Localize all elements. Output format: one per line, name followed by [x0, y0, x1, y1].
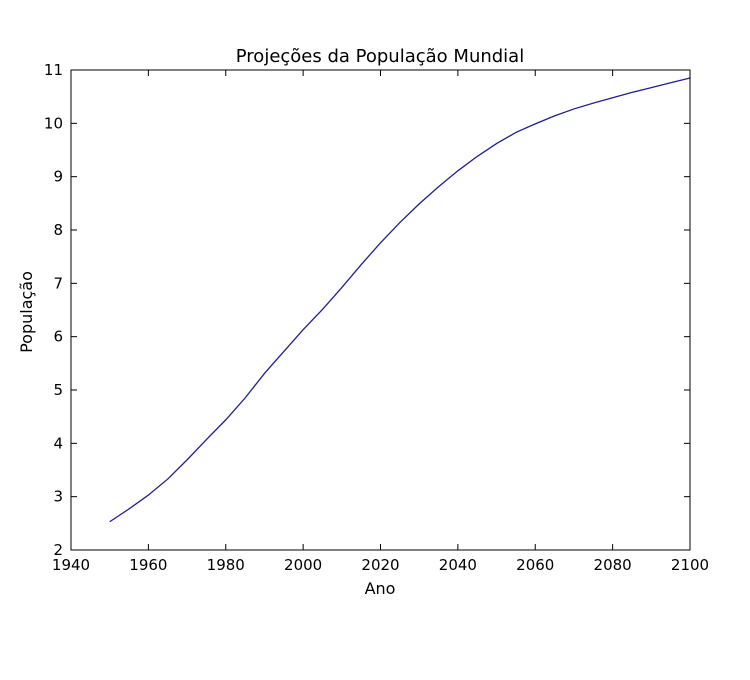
y-tick-label: 6 — [53, 328, 63, 346]
y-tick-label: 5 — [53, 381, 63, 399]
x-tick-label: 2080 — [594, 556, 632, 574]
y-tick-label: 11 — [44, 61, 63, 79]
axis-ticks: 1940 1960 1980 2000 2020 2040 2060 2080 2100 2 3 4 5… — [44, 61, 709, 574]
x-tick-label: 1940 — [52, 556, 90, 574]
y-axis-label: População — [17, 271, 36, 353]
chart-title: Projeções da População Mundial — [236, 46, 524, 67]
plot-frame — [70, 69, 691, 551]
x-tick-label: 2000 — [284, 556, 322, 574]
x-axis-label: Ano — [365, 579, 396, 598]
x-tick-label: 2100 — [671, 556, 709, 574]
y-tick-label: 3 — [53, 488, 63, 506]
x-tick-label: 1980 — [207, 556, 245, 574]
x-tick-label: 1960 — [129, 556, 167, 574]
series-line — [109, 77, 691, 523]
y-tick-label: 8 — [53, 221, 63, 239]
y-tick-label: 9 — [53, 168, 63, 186]
x-tick-label: 2020 — [361, 556, 399, 574]
y-tick-label: 4 — [53, 434, 63, 452]
x-tick-label: 2040 — [439, 556, 477, 574]
series-layer — [109, 77, 691, 523]
y-tick-label: 7 — [53, 274, 63, 292]
y-tick-label: 2 — [53, 541, 63, 559]
y-tick-label: 10 — [44, 114, 63, 132]
x-tick-label: 2060 — [516, 556, 554, 574]
